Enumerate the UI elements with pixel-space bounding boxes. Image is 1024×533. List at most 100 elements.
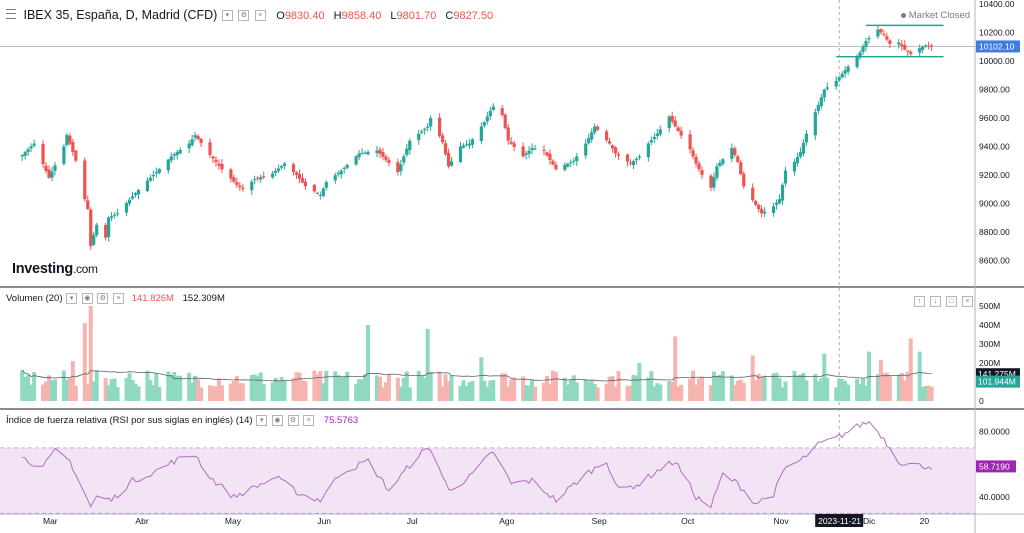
candle xyxy=(253,179,257,181)
candle xyxy=(354,156,358,165)
rsi-eye-icon[interactable]: ◉ xyxy=(271,415,283,426)
candle xyxy=(700,170,704,175)
volume-bar xyxy=(360,379,365,401)
candle xyxy=(551,160,555,165)
candle xyxy=(718,162,722,166)
volume-bar xyxy=(297,372,302,401)
candle xyxy=(587,137,591,144)
candle xyxy=(736,156,740,163)
candle xyxy=(903,45,907,50)
candle xyxy=(524,153,528,155)
candle xyxy=(154,172,158,174)
volume-bar xyxy=(595,387,600,401)
volume-bar xyxy=(777,378,782,401)
ohlc-readout: O9830.40 H9858.40 L9801.70 C9827.50 xyxy=(276,10,494,22)
candle xyxy=(71,142,75,153)
volume-bar xyxy=(881,373,886,401)
candle xyxy=(336,172,340,175)
rsi-dropdown-icon[interactable]: ▾ xyxy=(256,415,268,426)
candle xyxy=(381,152,385,157)
candle xyxy=(130,196,135,199)
candle xyxy=(363,152,367,154)
volume-bar xyxy=(357,379,362,401)
volume-close-icon[interactable]: × xyxy=(113,293,125,304)
volume-bar xyxy=(187,372,192,401)
volume-bar xyxy=(488,380,493,401)
candle xyxy=(375,150,379,154)
candle xyxy=(104,225,108,238)
move-up-icon[interactable]: ↑ xyxy=(913,295,925,307)
candle xyxy=(837,77,841,81)
rsi-axis-tick: 40.0000 xyxy=(979,492,1010,502)
move-down-icon[interactable]: ↓ xyxy=(929,295,941,307)
candle xyxy=(187,143,191,149)
last-price-tag xyxy=(976,40,1020,53)
candle xyxy=(32,143,36,146)
candle xyxy=(834,80,838,87)
volume-settings-icon[interactable]: ⚙ xyxy=(97,293,109,304)
candle xyxy=(754,200,758,205)
candle xyxy=(402,156,406,163)
rsi-close-icon[interactable]: × xyxy=(303,415,315,426)
volume-bar xyxy=(175,375,180,401)
volume-bar xyxy=(446,381,451,401)
candle xyxy=(783,170,788,184)
candle xyxy=(658,129,662,135)
volume-ma-value: 152.309M xyxy=(182,293,225,305)
candle xyxy=(259,177,263,180)
volume-bar xyxy=(315,374,320,401)
maximize-icon[interactable]: □ xyxy=(945,295,957,307)
candle xyxy=(879,29,883,33)
volume-bar xyxy=(440,386,445,401)
volume-dropdown-icon[interactable]: ▾ xyxy=(66,293,78,304)
volume-bar xyxy=(252,374,257,401)
volume-axis-tick: 400M xyxy=(979,320,1000,330)
candle xyxy=(575,156,579,162)
candle xyxy=(613,147,618,154)
candle xyxy=(843,70,847,74)
rsi-settings-icon[interactable]: ⚙ xyxy=(287,415,299,426)
candle xyxy=(593,126,597,133)
volume-bar xyxy=(655,383,660,401)
volume-bar xyxy=(929,386,934,401)
volume-bar xyxy=(29,384,34,401)
volume-bar xyxy=(732,384,737,401)
volume-bar xyxy=(902,380,907,401)
volume-bar xyxy=(282,380,287,401)
volume-bar xyxy=(479,357,484,401)
candle xyxy=(196,135,200,140)
pane-close-icon[interactable]: × xyxy=(962,295,973,307)
volume-title[interactable]: Volumen (20) xyxy=(6,293,63,305)
candle xyxy=(733,148,737,155)
settings-icon[interactable]: ⚙ xyxy=(238,10,250,22)
candle xyxy=(396,162,400,173)
volume-bar xyxy=(756,373,761,401)
candle xyxy=(300,178,305,183)
close-icon[interactable]: × xyxy=(254,10,266,22)
volume-bar xyxy=(380,387,385,401)
volume-bar xyxy=(884,372,889,401)
candle xyxy=(858,52,862,58)
cursor-date-tag xyxy=(815,514,864,527)
volume-bar xyxy=(625,385,630,401)
volume-bar xyxy=(44,381,49,401)
volume-bar xyxy=(366,325,371,401)
candle xyxy=(730,147,734,159)
rsi-legend: Índice de fuerza relativa (RSI por sus s… xyxy=(6,415,358,426)
volume-bar xyxy=(375,375,379,401)
volume-bar xyxy=(813,374,818,401)
rsi-title[interactable]: Índice de fuerza relativa (RSI por sus s… xyxy=(6,415,253,427)
volume-eye-icon[interactable]: ◉ xyxy=(81,293,93,304)
volume-bar xyxy=(801,373,806,401)
volume-bar xyxy=(589,380,594,401)
volume-bar xyxy=(401,377,406,401)
symbol-title[interactable]: IBEX 35, España, D, Madrid (CFD) xyxy=(23,8,218,22)
volume-axis-tick: 200M xyxy=(979,358,1000,368)
candle xyxy=(739,162,743,175)
dropdown-icon[interactable]: ▾ xyxy=(221,10,233,22)
volume-bar xyxy=(422,377,427,401)
price-axis-tick: 9200.00 xyxy=(979,170,1010,180)
candle xyxy=(488,110,492,117)
hamburger-icon[interactable] xyxy=(6,9,16,19)
